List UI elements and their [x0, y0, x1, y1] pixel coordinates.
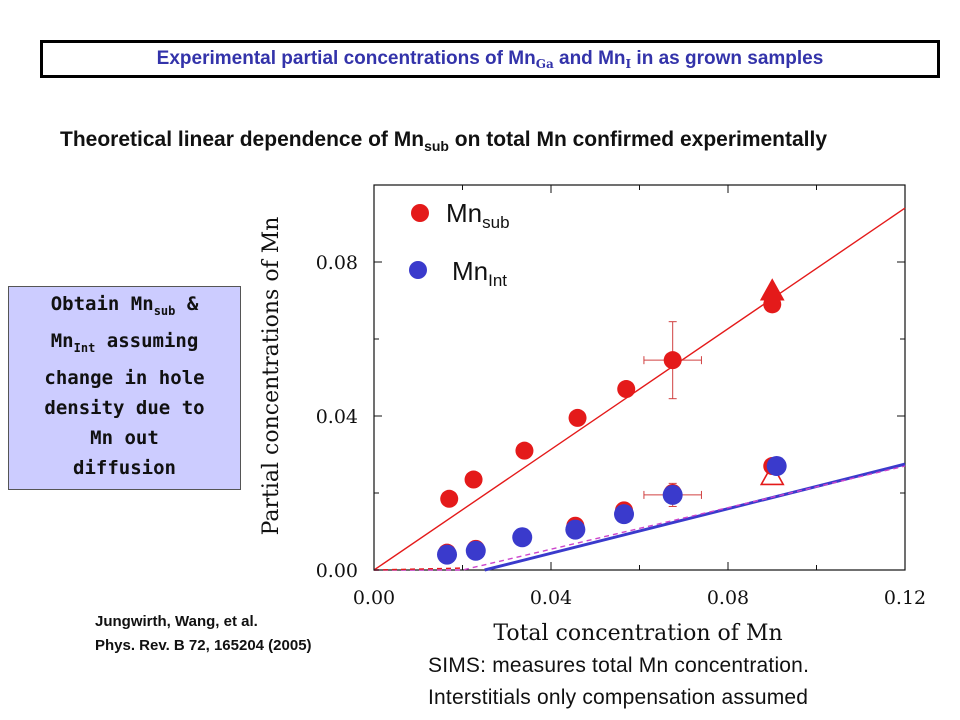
- slide-title-text: Experimental partial concentrations of M…: [156, 47, 824, 71]
- x-tick-label: 0.08: [707, 587, 749, 609]
- data-point: [464, 470, 483, 489]
- theory-line: [373, 207, 906, 571]
- citation-authors: Jungwirth, Wang, et al.: [95, 613, 258, 630]
- y-tick-label: 0.04: [316, 406, 358, 428]
- y-tick-label: 0.08: [316, 252, 358, 274]
- data-point: [662, 484, 683, 505]
- x-axis-title: Total concentration of Mn: [493, 621, 782, 646]
- data-point: [766, 456, 787, 477]
- data-point: [614, 504, 635, 525]
- data-point: [568, 408, 587, 427]
- data-point: [512, 527, 533, 548]
- sims-line-1: SIMS: measures total Mn concentration.: [428, 654, 810, 677]
- legend: Mnsub MnInt: [409, 198, 510, 290]
- theory-line: [373, 567, 463, 571]
- y-tick-label: 0.00: [316, 560, 358, 582]
- citation-reference: Phys. Rev. B 72, 165204 (2005): [95, 637, 312, 654]
- legend-int-marker: [409, 261, 427, 279]
- sims-line-2: Interstitials only compensation assumed: [428, 686, 809, 709]
- legend-int-label: MnInt: [452, 256, 507, 290]
- citation: Jungwirth, Wang, et al. Phys. Rev. B 72,…: [95, 610, 312, 658]
- legend-sub-label: Mnsub: [446, 198, 510, 232]
- data-point: [515, 441, 534, 460]
- x-tick-label: 0.00: [353, 587, 395, 609]
- x-tick-label: 0.12: [884, 587, 926, 609]
- data-point: [465, 540, 486, 561]
- y-axis-title: Partial concentrations of Mn: [259, 217, 284, 536]
- legend-sub-marker: [411, 204, 429, 222]
- method-note: Obtain Mnsub & MnInt assuming change in …: [8, 286, 241, 490]
- data-point: [565, 519, 586, 540]
- x-tick-label: 0.04: [530, 587, 572, 609]
- theory-line: [484, 462, 906, 572]
- data-point: [663, 351, 682, 370]
- plot-frame: [373, 184, 906, 571]
- data-point: [617, 380, 636, 399]
- sims-note: SIMS: measures total Mn concentration. I…: [428, 650, 809, 714]
- subtitle: Theoretical linear dependence of Mnsub o…: [60, 128, 828, 155]
- data-point: [763, 295, 782, 314]
- slide-title: Experimental partial concentrations of M…: [40, 40, 940, 78]
- data-point: [437, 544, 458, 565]
- data-point: [440, 489, 459, 508]
